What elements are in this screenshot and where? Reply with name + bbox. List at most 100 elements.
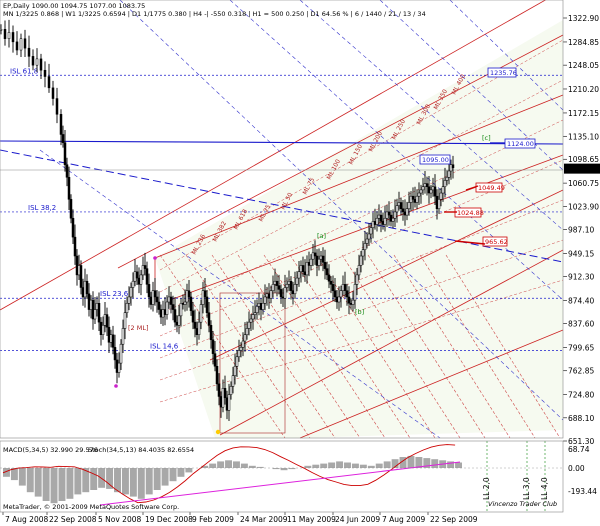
price-box [419, 154, 451, 165]
macd-bar [137, 468, 145, 499]
candle-body [191, 310, 195, 323]
candle-body [39, 58, 43, 71]
candle-body [379, 214, 383, 222]
macd-bar [447, 461, 455, 468]
macd-bar [106, 468, 114, 489]
candle-body [31, 56, 35, 66]
parallel-dashed-line [159, 119, 564, 315]
x-tick-label: 5 Nov 2008 [98, 515, 141, 524]
macd-bar [248, 465, 256, 468]
macd-bar [423, 458, 431, 468]
candle-body [255, 306, 259, 313]
candle-body [179, 303, 183, 317]
candle-body [405, 208, 409, 216]
warning-line [299, 0, 564, 231]
price-box-label: 1095.00 [422, 156, 449, 164]
wave-label: [b] [355, 308, 364, 316]
candle-body [23, 38, 27, 49]
candle-body [173, 309, 177, 323]
candle-body [81, 287, 85, 298]
candle-body [165, 301, 169, 315]
warning-line [229, 0, 564, 301]
candle-body [177, 315, 181, 326]
y-tick-label: 1322.90 [568, 14, 599, 23]
y-tick-label: 874.40 [568, 296, 594, 305]
macd-bar [328, 462, 336, 468]
candle-body [363, 243, 367, 250]
macd-signal-line [2, 444, 456, 504]
fan-dashed-line [289, 254, 411, 439]
candle-body [349, 303, 353, 305]
candle-body [403, 211, 407, 216]
candle-body [297, 271, 301, 279]
macd-bar [407, 455, 415, 468]
candle-body [199, 304, 203, 323]
candle-body [87, 293, 91, 310]
candle-body [257, 303, 261, 307]
candle-body [129, 287, 133, 298]
candle-body [411, 195, 415, 200]
candle-body [383, 217, 387, 225]
candle-body [83, 280, 87, 298]
candle-body [357, 265, 361, 276]
candle-body [273, 280, 277, 285]
y-tick-label: 949.15 [568, 249, 594, 258]
candle-body [245, 328, 249, 335]
candle-body [127, 296, 131, 304]
candle-body [369, 227, 373, 235]
candle-body [175, 321, 179, 326]
parallel-dashed-line [159, 199, 564, 359]
macd-bar [320, 463, 328, 468]
candle-body [185, 290, 189, 303]
candle-body [93, 309, 97, 320]
macd-label: MACD(5,34,5) 32.990 29.576 [3, 446, 98, 454]
y-tick-label: 1098.65 [568, 155, 599, 164]
candle-body [119, 343, 123, 364]
candle-body [385, 211, 389, 219]
macd-bar [240, 463, 248, 468]
candle-body [61, 134, 65, 143]
median-line [154, 94, 564, 259]
candle-body [239, 347, 243, 351]
candle-body [315, 255, 319, 266]
fan-dashed-line [185, 254, 311, 439]
candle-body [67, 177, 71, 200]
stoch-line [99, 461, 461, 506]
candle-body [417, 192, 421, 197]
candle-body [261, 303, 265, 310]
macd-bar [161, 468, 169, 486]
candle-body [171, 304, 175, 310]
y-tick-label: 1210.20 [568, 85, 599, 94]
candle-body [47, 76, 51, 89]
y-tick-label: 912.30 [568, 273, 594, 282]
candle-body [247, 321, 251, 329]
candle-body [27, 47, 31, 57]
candle-body [133, 271, 137, 282]
candle-body [361, 249, 365, 257]
parallel-dashed-line [159, 39, 564, 271]
y-tick-label: 1060.75 [568, 179, 599, 188]
candle-body [301, 265, 305, 273]
candle-body [203, 290, 207, 298]
candle-body [431, 186, 435, 191]
candle-body [85, 280, 89, 295]
candle-body [117, 362, 121, 373]
price-box [475, 182, 503, 193]
candle-body [79, 265, 83, 288]
candle-body [107, 326, 111, 343]
candle-body [215, 365, 219, 385]
fan-dashed-line [445, 254, 561, 439]
current-price-label: 1083.75 [566, 165, 597, 174]
wave-label: [2 ML] [128, 324, 149, 332]
macd-bar [153, 468, 161, 490]
candle-body [51, 87, 55, 99]
candle-body [233, 365, 237, 376]
warning-line [119, 0, 564, 421]
candle-body [65, 164, 69, 178]
candle-body [375, 217, 379, 225]
macd-bar [121, 468, 129, 495]
pivot-marker [153, 256, 157, 260]
candle-body [213, 353, 217, 367]
